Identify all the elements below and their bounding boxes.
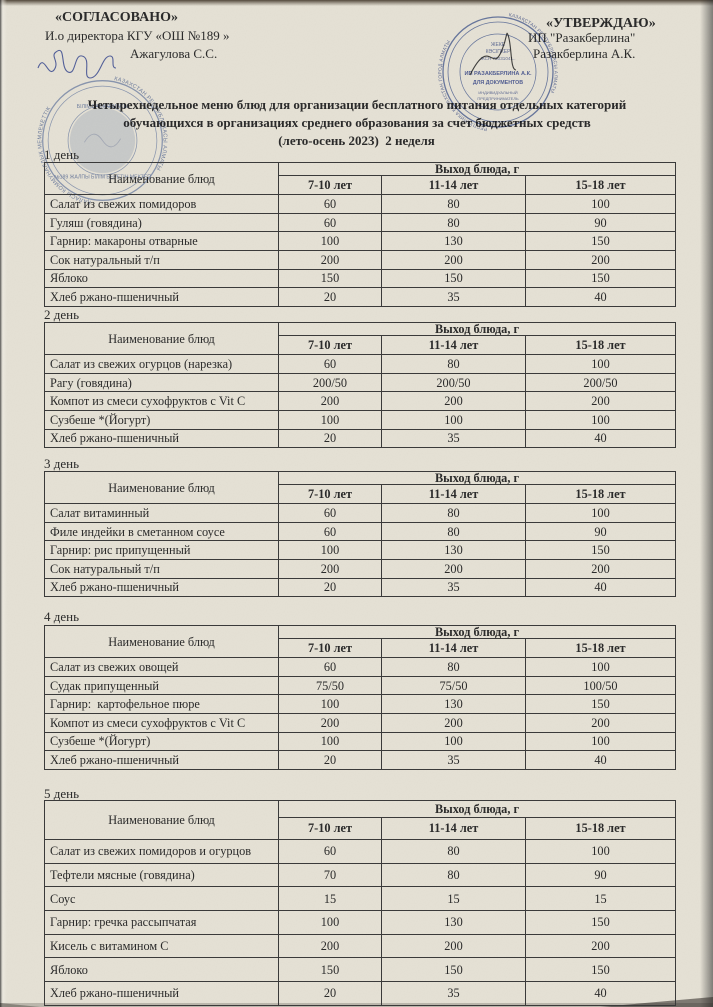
svg-text:БІЛІМ БАСҚАРМАСЫ: БІЛІМ БАСҚАРМАСЫ — [77, 104, 129, 110]
